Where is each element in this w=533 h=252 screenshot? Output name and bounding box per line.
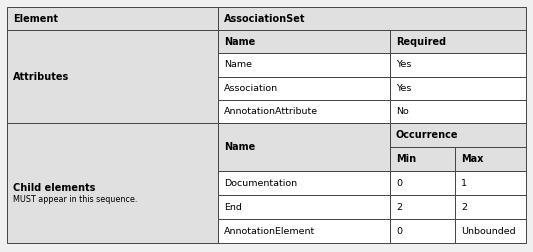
Bar bbox=[390, 100, 526, 123]
Bar bbox=[455, 219, 526, 243]
Bar bbox=[390, 53, 526, 77]
Text: Required: Required bbox=[396, 37, 446, 47]
Bar bbox=[390, 171, 455, 195]
Bar bbox=[7, 30, 218, 123]
Text: 2: 2 bbox=[396, 203, 402, 211]
Text: AssociationSet: AssociationSet bbox=[224, 14, 305, 23]
Bar bbox=[218, 30, 390, 53]
Bar bbox=[455, 195, 526, 219]
Bar bbox=[218, 77, 390, 100]
Bar bbox=[390, 77, 526, 100]
Text: Yes: Yes bbox=[396, 84, 411, 93]
Text: Attributes: Attributes bbox=[13, 72, 69, 81]
Bar bbox=[455, 171, 526, 195]
Bar bbox=[390, 147, 455, 171]
Text: Child elements: Child elements bbox=[13, 183, 95, 193]
Bar bbox=[390, 30, 526, 53]
Bar bbox=[218, 195, 390, 219]
Text: Element: Element bbox=[13, 14, 58, 23]
Text: No: No bbox=[396, 107, 409, 116]
Text: 1: 1 bbox=[461, 178, 467, 187]
Text: Min: Min bbox=[396, 154, 416, 164]
Text: Occurrence: Occurrence bbox=[396, 130, 458, 140]
Text: Documentation: Documentation bbox=[224, 178, 297, 187]
Text: 0: 0 bbox=[396, 178, 402, 187]
Text: Max: Max bbox=[461, 154, 483, 164]
Bar bbox=[390, 123, 526, 147]
Bar bbox=[7, 123, 218, 243]
Bar bbox=[218, 123, 390, 171]
Bar bbox=[218, 171, 390, 195]
Bar bbox=[390, 195, 455, 219]
Text: AnnotationElement: AnnotationElement bbox=[224, 227, 315, 236]
Text: Unbounded: Unbounded bbox=[461, 227, 515, 236]
Bar bbox=[455, 147, 526, 171]
Text: Name: Name bbox=[224, 37, 255, 47]
Text: Name: Name bbox=[224, 142, 255, 152]
Text: MUST appear in this sequence.: MUST appear in this sequence. bbox=[13, 195, 138, 204]
Bar bbox=[218, 219, 390, 243]
Text: AnnotationAttribute: AnnotationAttribute bbox=[224, 107, 318, 116]
Bar bbox=[390, 219, 455, 243]
Bar bbox=[218, 53, 390, 77]
Text: 0: 0 bbox=[396, 227, 402, 236]
Bar bbox=[218, 100, 390, 123]
Text: 2: 2 bbox=[461, 203, 467, 211]
Bar bbox=[7, 7, 218, 30]
Text: End: End bbox=[224, 203, 242, 211]
Text: Association: Association bbox=[224, 84, 278, 93]
Text: Name: Name bbox=[224, 60, 252, 69]
Bar bbox=[218, 7, 526, 30]
Text: Yes: Yes bbox=[396, 60, 411, 69]
